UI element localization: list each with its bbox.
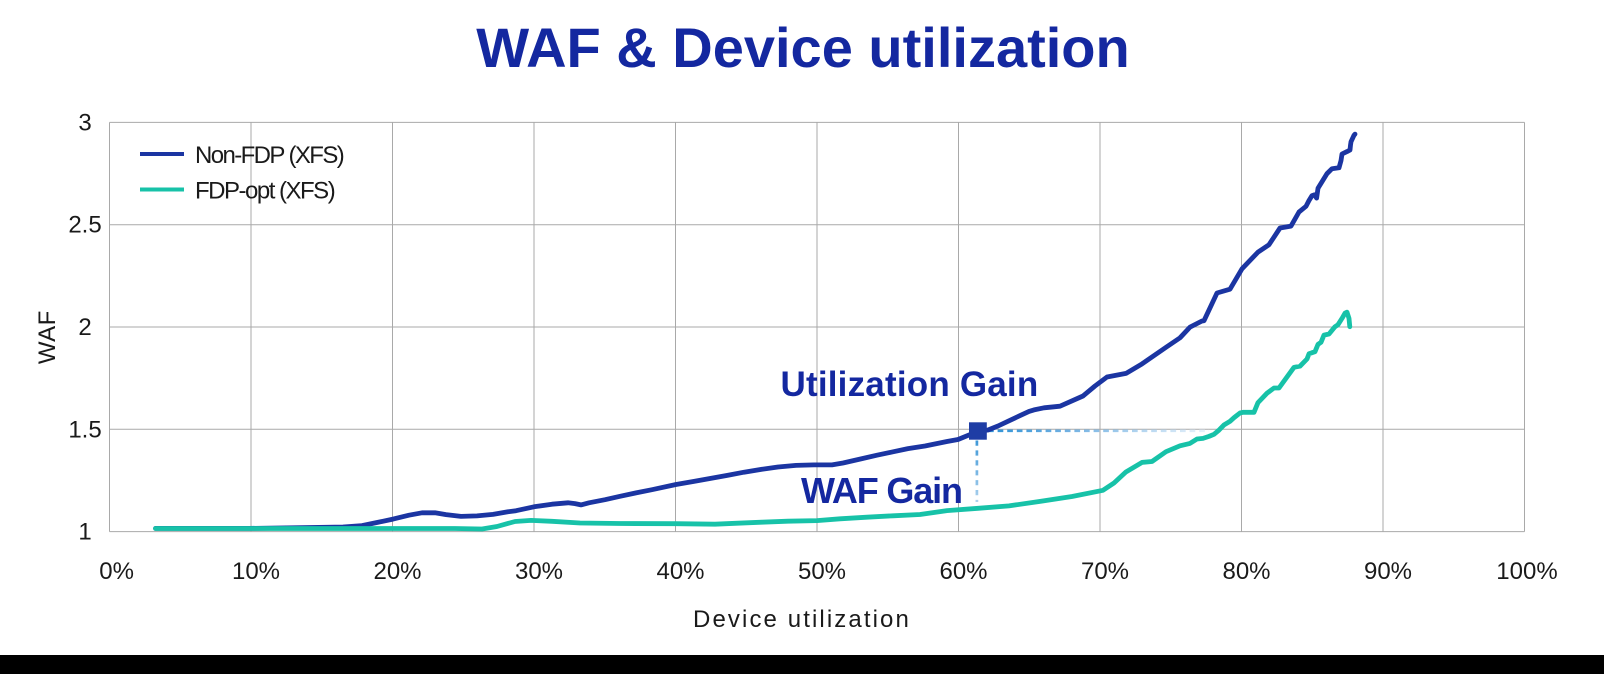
svg-text:10%: 10% <box>232 558 280 585</box>
svg-text:40%: 40% <box>656 558 704 585</box>
svg-text:20%: 20% <box>373 558 421 585</box>
svg-text:100%: 100% <box>1496 558 1557 585</box>
svg-text:60%: 60% <box>939 558 987 585</box>
svg-text:WAF: WAF <box>34 310 61 364</box>
svg-text:Utilization Gain: Utilization Gain <box>781 365 1039 404</box>
svg-text:1.5: 1.5 <box>68 416 101 443</box>
svg-text:Device utilization: Device utilization <box>693 606 911 633</box>
svg-text:WAF Gain: WAF Gain <box>801 470 962 511</box>
svg-text:30%: 30% <box>515 558 563 585</box>
svg-text:70%: 70% <box>1081 558 1129 585</box>
svg-text:WAF & Device utilization: WAF & Device utilization <box>476 16 1129 79</box>
svg-text:80%: 80% <box>1222 558 1270 585</box>
svg-text:1: 1 <box>78 519 91 546</box>
svg-text:90%: 90% <box>1364 558 1412 585</box>
svg-text:50%: 50% <box>798 558 846 585</box>
svg-text:0%: 0% <box>99 558 134 585</box>
svg-text:2.5: 2.5 <box>68 212 101 239</box>
svg-text:FDP-opt (XFS): FDP-opt (XFS) <box>195 178 335 205</box>
svg-text:2: 2 <box>78 314 91 341</box>
svg-text:3: 3 <box>78 109 91 136</box>
svg-text:Non-FDP (XFS): Non-FDP (XFS) <box>195 142 344 169</box>
